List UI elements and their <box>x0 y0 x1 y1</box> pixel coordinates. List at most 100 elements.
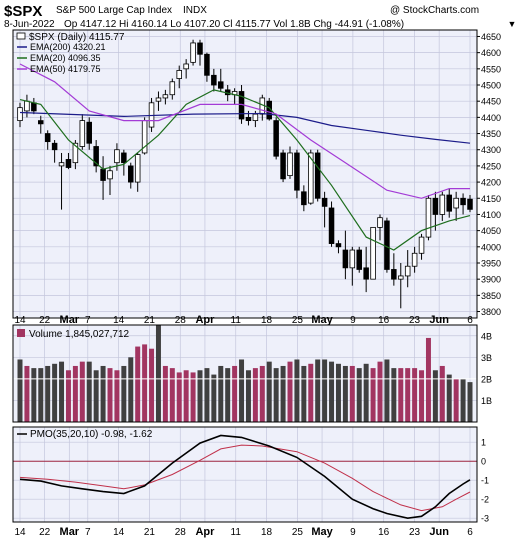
x-tick-label: 6 <box>467 315 473 326</box>
y-tick-label: -1 <box>481 476 489 486</box>
x-tick-label: 21 <box>144 315 156 326</box>
candle-body <box>107 170 113 180</box>
volume-bar <box>225 368 231 422</box>
ema20-line <box>19 89 471 251</box>
volume-bar <box>315 359 321 422</box>
y-tick-label: 1B <box>481 396 492 406</box>
volume-bar <box>17 359 23 422</box>
pmo-legend: PMO(35,20,10) -0.98, -1.62 <box>17 429 153 440</box>
volume-bar <box>419 370 425 422</box>
volume-bar <box>460 378 466 422</box>
volume-bar <box>232 365 238 422</box>
volume-bar <box>252 368 258 422</box>
candle-body <box>432 197 439 215</box>
ema20-legend-label: EMA(20) 4096.35 <box>30 53 101 63</box>
volume-bar <box>259 365 265 422</box>
candle-body <box>176 70 182 79</box>
price-candles <box>17 39 473 309</box>
x-tick-label: Mar <box>60 314 80 326</box>
volume-bar <box>197 370 203 422</box>
ema200-legend-label: EMA(200) 4320.21 <box>30 42 106 52</box>
volume-bar <box>38 368 44 422</box>
candle-body <box>252 113 259 122</box>
candle-body <box>356 249 362 270</box>
candle-body <box>294 152 300 191</box>
volume-bar <box>384 359 390 422</box>
volume-legend-swatch <box>17 329 25 337</box>
volume-bar <box>273 368 279 422</box>
volume-bar <box>301 365 307 422</box>
x-tick-label: 9 <box>350 315 356 326</box>
index-name: S&P 500 Large Cap Index <box>56 5 172 16</box>
x-tick-label-bottom: 28 <box>175 527 187 538</box>
candle-body <box>134 154 141 183</box>
volume-bar <box>294 359 300 422</box>
y-tick-label: 4050 <box>481 226 501 236</box>
candle-body <box>218 81 224 89</box>
volume-bar <box>356 368 362 422</box>
volume-bar <box>65 370 71 422</box>
x-tick-label: 11 <box>231 315 242 326</box>
volume-bar <box>100 365 106 422</box>
x-tick-label-bottom: 18 <box>261 527 273 538</box>
volume-bar <box>93 370 99 422</box>
candle-body <box>183 63 189 70</box>
volume-legend: Volume 1,845,027,712 <box>17 329 130 340</box>
y-tick-label: 3950 <box>481 258 501 268</box>
pmo-panel <box>13 427 477 522</box>
candle-body <box>245 116 252 122</box>
y-tick-label: 4B <box>481 331 492 341</box>
price-legend-swatch <box>16 32 26 40</box>
x-tick-label: 23 <box>409 315 421 326</box>
y-tick-label: 4650 <box>481 32 501 42</box>
candle-body <box>363 267 369 280</box>
candle-body <box>38 120 44 125</box>
candle-body <box>162 94 169 99</box>
volume-bar <box>190 372 196 422</box>
y-tick-label: 4400 <box>481 113 501 123</box>
ema200-line <box>19 111 471 144</box>
x-tick-label: 18 <box>261 315 273 326</box>
candle-body <box>391 269 397 280</box>
y-tick-label: 3B <box>481 353 492 363</box>
ema50-line <box>19 63 470 199</box>
candle-body <box>370 226 376 280</box>
volume-bar <box>446 374 452 422</box>
x-tick-label: Jun <box>429 314 449 326</box>
volume-bar <box>204 368 210 422</box>
candle-body <box>384 220 390 270</box>
y-tick-label: 2B <box>481 374 492 384</box>
y-tick-label: 4600 <box>481 48 501 58</box>
candle-body <box>58 162 65 167</box>
volume-bar <box>24 365 30 422</box>
volume-bar <box>342 365 348 422</box>
x-tick-label: Apr <box>195 314 215 326</box>
volume-bar <box>218 365 224 422</box>
x-tick-label: 25 <box>292 315 304 326</box>
volume-bar <box>439 365 445 422</box>
candle-body <box>44 133 51 143</box>
price-panel-border <box>12 29 478 319</box>
candle-body <box>72 142 79 164</box>
volume-bar <box>412 368 418 422</box>
candle-body <box>273 120 279 157</box>
volume-bar <box>391 368 397 422</box>
y-tick-label: 4000 <box>481 242 501 252</box>
y-tick-label: 3800 <box>481 307 501 317</box>
y-axis-ticks: 3800 3850 3900 3950 4000 4050 4100 4150 4200 4250… <box>477 32 501 524</box>
volume-bar <box>169 368 175 422</box>
quote-date: 8-Jun-2022 <box>4 19 55 30</box>
x-tick-label-bottom: Jun <box>429 526 449 538</box>
candle-body <box>211 74 217 86</box>
volume-bar <box>31 368 37 422</box>
volume-bars <box>13 325 477 422</box>
x-tick-label-bottom: 22 <box>39 527 51 538</box>
y-tick-label: 3850 <box>481 291 501 301</box>
x-tick-label-bottom: Mar <box>60 526 80 538</box>
x-tick-label: 28 <box>175 315 187 326</box>
y-tick-label: 3900 <box>481 275 501 285</box>
volume-bar <box>245 370 251 422</box>
candle-body <box>335 243 342 248</box>
x-tick-label: 16 <box>378 315 390 326</box>
